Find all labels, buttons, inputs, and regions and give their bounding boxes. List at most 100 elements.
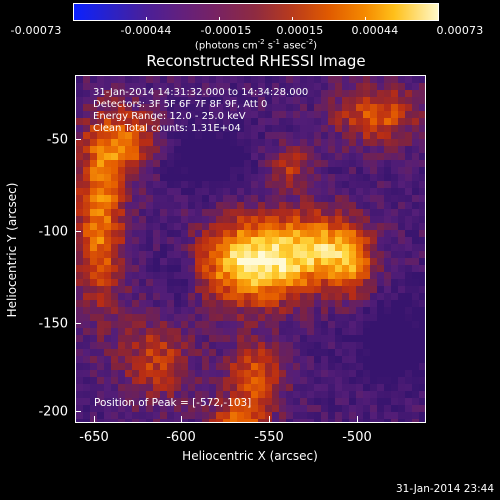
heatmap-cell — [300, 356, 307, 363]
heatmap-cell — [174, 300, 181, 307]
heatmap-cell — [251, 363, 258, 370]
heatmap-cell — [118, 349, 125, 356]
heatmap-cell — [76, 377, 83, 384]
heatmap-cell — [293, 146, 300, 153]
heatmap-cell — [181, 104, 188, 111]
heatmap-cell — [398, 405, 405, 412]
heatmap-cell — [139, 300, 146, 307]
heatmap-cell — [265, 132, 272, 139]
heatmap-cell — [328, 321, 335, 328]
heatmap-cell — [181, 83, 188, 90]
x-tick-label: -600 — [166, 430, 196, 445]
heatmap-cell — [209, 258, 216, 265]
y-tick-label: -50 — [46, 132, 68, 148]
heatmap-cell — [202, 384, 209, 391]
heatmap-cell — [167, 237, 174, 244]
heatmap-cell — [293, 181, 300, 188]
heatmap-cell — [188, 146, 195, 153]
heatmap-cell — [356, 202, 363, 209]
heatmap-cell — [398, 216, 405, 223]
heatmap-cell — [76, 139, 83, 146]
heatmap-cell — [293, 412, 300, 419]
heatmap-cell — [251, 153, 258, 160]
heatmap-cell — [307, 342, 314, 349]
heatmap-cell — [391, 321, 398, 328]
heatmap-cell — [160, 139, 167, 146]
heatmap-cell — [251, 314, 258, 321]
heatmap-cell — [167, 132, 174, 139]
heatmap-cell — [209, 160, 216, 167]
heatmap-cell — [160, 412, 167, 419]
heatmap-cell — [342, 111, 349, 118]
heatmap-cell — [272, 139, 279, 146]
heatmap-cell — [335, 104, 342, 111]
heatmap-cell — [237, 349, 244, 356]
heatmap-cell — [412, 419, 419, 422]
heatmap-cell — [216, 328, 223, 335]
heatmap-cell — [265, 160, 272, 167]
heatmap-cell — [118, 167, 125, 174]
heatmap-cell — [265, 244, 272, 251]
heatmap-cell — [258, 321, 265, 328]
heatmap-cell — [139, 391, 146, 398]
heatmap-cell — [188, 251, 195, 258]
heatmap-cell — [195, 132, 202, 139]
heatmap-cell — [237, 398, 244, 405]
heatmap-cell — [223, 90, 230, 97]
heatmap-cell — [230, 307, 237, 314]
heatmap-cell — [370, 174, 377, 181]
heatmap-cell — [384, 258, 391, 265]
heatmap-cell — [251, 377, 258, 384]
heatmap-cell — [419, 104, 425, 111]
heatmap-cell — [146, 349, 153, 356]
heatmap-cell — [174, 412, 181, 419]
heatmap-cell — [237, 321, 244, 328]
heatmap-cell — [223, 76, 230, 83]
heatmap-cell — [230, 104, 237, 111]
heatmap-cell — [314, 90, 321, 97]
heatmap-cell — [251, 251, 258, 258]
heatmap-cell — [160, 90, 167, 97]
colorbar-label: -0.00073 — [10, 24, 62, 37]
heatmap-cell — [349, 321, 356, 328]
heatmap-cell — [83, 258, 90, 265]
heatmap-cell — [370, 251, 377, 258]
heatmap-cell — [181, 286, 188, 293]
heatmap-cell — [76, 349, 83, 356]
heatmap-cell — [398, 251, 405, 258]
heatmap-cell — [314, 377, 321, 384]
heatmap-cell — [412, 195, 419, 202]
heatmap-cell — [370, 139, 377, 146]
heatmap-cell — [377, 370, 384, 377]
heatmap-cell — [258, 356, 265, 363]
heatmap-cell — [398, 384, 405, 391]
heatmap-cell — [363, 349, 370, 356]
heatmap-cell — [146, 377, 153, 384]
heatmap-cell — [76, 286, 83, 293]
heatmap-cell — [384, 118, 391, 125]
heatmap-cell — [132, 146, 139, 153]
heatmap-cell — [202, 202, 209, 209]
heatmap-cell — [321, 216, 328, 223]
heatmap-cell — [237, 244, 244, 251]
heatmap-cell — [195, 153, 202, 160]
heatmap-cell — [370, 237, 377, 244]
heatmap-cell — [328, 335, 335, 342]
heatmap-cell — [265, 188, 272, 195]
heatmap-cell — [279, 132, 286, 139]
heatmap-cell — [342, 258, 349, 265]
heatmap-cell — [244, 370, 251, 377]
heatmap-cell — [412, 160, 419, 167]
heatmap-cell — [104, 132, 111, 139]
heatmap-cell — [111, 237, 118, 244]
heatmap-cell — [174, 314, 181, 321]
heatmap-cell — [111, 279, 118, 286]
heatmap-cell — [209, 314, 216, 321]
heatmap-cell — [167, 342, 174, 349]
heatmap-cell — [139, 223, 146, 230]
heatmap-cell — [258, 405, 265, 412]
heatmap-cell — [412, 398, 419, 405]
heatmap-cell — [209, 139, 216, 146]
heatmap-cell — [111, 125, 118, 132]
heatmap-cell — [230, 293, 237, 300]
